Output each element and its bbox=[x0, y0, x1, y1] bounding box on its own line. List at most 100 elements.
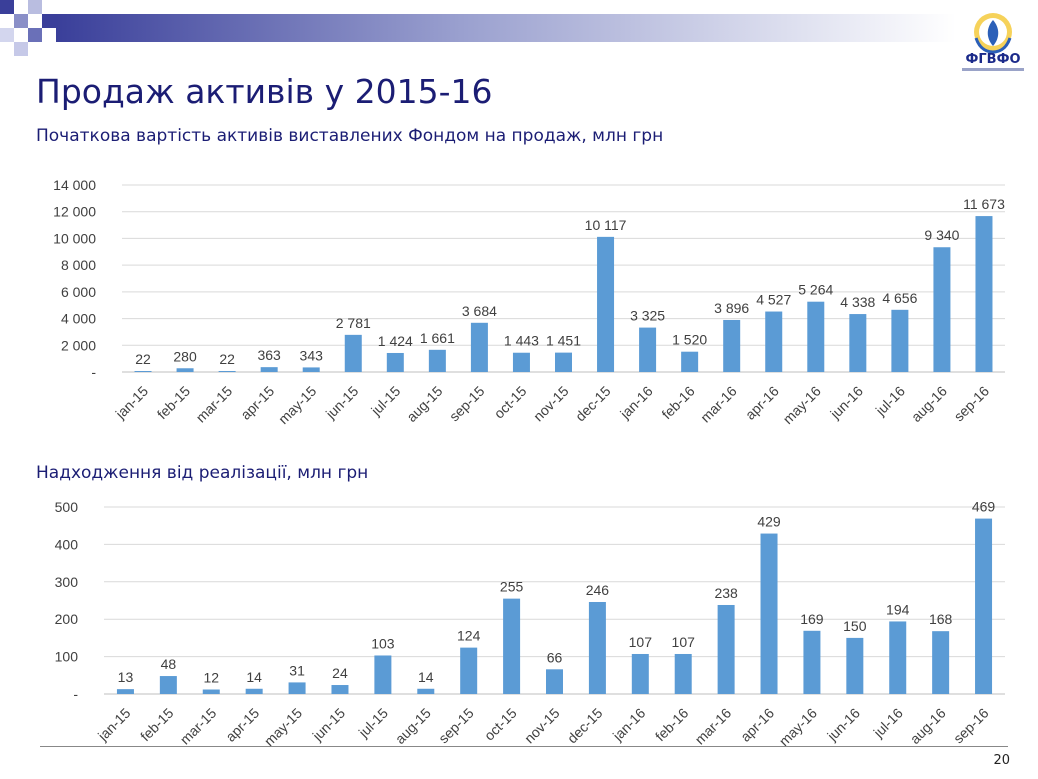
x-tick-label: jun-16 bbox=[823, 705, 863, 745]
data-label: 5 264 bbox=[798, 282, 833, 298]
x-tick-label: may-15 bbox=[275, 383, 319, 427]
x-tick-label: jul-15 bbox=[367, 383, 403, 419]
x-tick-label: may-16 bbox=[780, 383, 824, 427]
y-tick-label: 100 bbox=[55, 649, 79, 665]
y-tick-label: 14 000 bbox=[53, 177, 96, 193]
data-label: 4 656 bbox=[882, 290, 917, 306]
data-label: 9 340 bbox=[924, 227, 959, 243]
bar-jun-15 bbox=[344, 334, 362, 372]
y-tick-label: 6 000 bbox=[61, 284, 96, 300]
data-label: 150 bbox=[843, 618, 867, 634]
data-label: 107 bbox=[629, 634, 653, 650]
data-label: 1 661 bbox=[420, 330, 455, 346]
footer-divider bbox=[40, 746, 1008, 747]
x-tick-label: jul-15 bbox=[355, 705, 391, 741]
x-tick-label: oct-15 bbox=[481, 705, 520, 744]
x-tick-label: feb-16 bbox=[658, 383, 698, 423]
x-tick-label: aug-16 bbox=[907, 705, 949, 747]
bar-sep-16 bbox=[975, 216, 993, 372]
x-tick-label: apr-15 bbox=[222, 705, 262, 745]
asset-value-bar-chart: - 2 000 4 000 6 000 8 000 10 000 12 000 14 000 2… bbox=[53, 177, 1005, 427]
bar-feb-15 bbox=[159, 676, 177, 694]
data-label: 168 bbox=[929, 611, 953, 627]
data-label: 10 117 bbox=[585, 217, 627, 233]
data-label: 14 bbox=[246, 669, 262, 685]
x-tick-label: aug-15 bbox=[392, 705, 434, 747]
data-label: 194 bbox=[886, 601, 910, 617]
data-label: 363 bbox=[257, 347, 281, 363]
y-tick-label: - bbox=[91, 364, 96, 380]
x-tick-label: jun-15 bbox=[309, 705, 349, 745]
data-label: 3 325 bbox=[630, 308, 665, 324]
x-tick-label: jan-16 bbox=[616, 383, 656, 423]
x-tick-label: dec-15 bbox=[572, 383, 614, 425]
data-label: 1 520 bbox=[672, 332, 707, 348]
y-tick-label: 2 000 bbox=[61, 337, 96, 353]
data-label: 24 bbox=[332, 665, 348, 681]
header-decoration bbox=[0, 0, 956, 56]
chart-1-title: Початкова вартість активів виставлених Ф… bbox=[36, 126, 664, 146]
x-tick-label: jan-15 bbox=[112, 383, 152, 423]
bar-may-16 bbox=[807, 301, 825, 372]
data-label: 31 bbox=[289, 662, 305, 678]
x-tick-label: nov-15 bbox=[530, 383, 572, 425]
data-label: 1 451 bbox=[546, 333, 581, 349]
x-tick-label: feb-15 bbox=[137, 705, 177, 745]
bar-may-15 bbox=[302, 367, 320, 372]
bar-aug-16 bbox=[933, 247, 951, 372]
bar-mar-15 bbox=[218, 371, 236, 372]
data-label: 12 bbox=[203, 670, 219, 686]
x-tick-label: jun-15 bbox=[322, 383, 362, 423]
bar-jul-15 bbox=[374, 655, 392, 694]
data-label: 22 bbox=[135, 351, 151, 367]
data-label: 2 781 bbox=[336, 315, 371, 331]
bar-dec-15 bbox=[597, 236, 615, 372]
fund-logo bbox=[974, 13, 1012, 54]
y-tick-label: 12 000 bbox=[53, 204, 96, 220]
sales-proceeds-bar-chart: - 100 200 300 400 500 13 jan-15 48 feb-15 12 mar-15… bbox=[55, 499, 1005, 747]
bar-feb-16 bbox=[681, 351, 699, 372]
page-title: Продаж активів у 2015-16 bbox=[36, 72, 493, 111]
bar-aug-15 bbox=[417, 688, 435, 694]
bar-mar-15 bbox=[202, 689, 220, 694]
y-tick-label: 10 000 bbox=[53, 230, 96, 246]
page-number: 20 bbox=[993, 753, 1010, 768]
bar-oct-15 bbox=[512, 352, 530, 372]
bar-may-15 bbox=[288, 682, 306, 694]
data-label: 469 bbox=[972, 499, 996, 515]
bar-mar-16 bbox=[723, 319, 741, 372]
y-tick-label: 300 bbox=[55, 574, 79, 590]
bar-jan-16 bbox=[631, 653, 649, 694]
data-label: 1 424 bbox=[378, 333, 413, 349]
data-label: 107 bbox=[672, 634, 696, 650]
bar-jul-16 bbox=[889, 621, 907, 694]
bar-nov-15 bbox=[546, 669, 563, 694]
data-label: 1 443 bbox=[504, 333, 539, 349]
bar-jun-16 bbox=[849, 314, 867, 372]
y-tick-label: 4 000 bbox=[61, 311, 96, 327]
y-tick-label: 8 000 bbox=[61, 257, 96, 273]
data-label: 280 bbox=[173, 348, 197, 364]
x-tick-label: sep-15 bbox=[435, 705, 477, 747]
data-label: 124 bbox=[457, 628, 481, 644]
bar-nov-15 bbox=[555, 352, 572, 372]
data-label: 11 673 bbox=[963, 196, 1005, 212]
bar-feb-15 bbox=[176, 368, 194, 372]
x-tick-label: nov-15 bbox=[521, 705, 563, 747]
bar-apr-16 bbox=[765, 311, 783, 372]
logo-text: ФГВФО bbox=[965, 52, 1021, 67]
x-tick-label: apr-15 bbox=[237, 383, 277, 423]
x-tick-label: may-15 bbox=[261, 705, 305, 747]
bar-apr-15 bbox=[260, 367, 278, 372]
x-tick-label: mar-16 bbox=[697, 383, 740, 426]
x-tick-label: jan-15 bbox=[94, 705, 134, 745]
y-tick-label: 500 bbox=[55, 499, 79, 515]
x-tick-label: jul-16 bbox=[872, 383, 908, 419]
x-tick-label: oct-15 bbox=[491, 383, 530, 422]
bar-feb-16 bbox=[674, 653, 692, 694]
bar-jul-15 bbox=[386, 352, 404, 372]
bar-jan-15 bbox=[116, 689, 134, 694]
x-tick-label: aug-15 bbox=[403, 383, 445, 425]
bar-sep-16 bbox=[975, 518, 993, 694]
bar-jul-16 bbox=[891, 309, 909, 372]
